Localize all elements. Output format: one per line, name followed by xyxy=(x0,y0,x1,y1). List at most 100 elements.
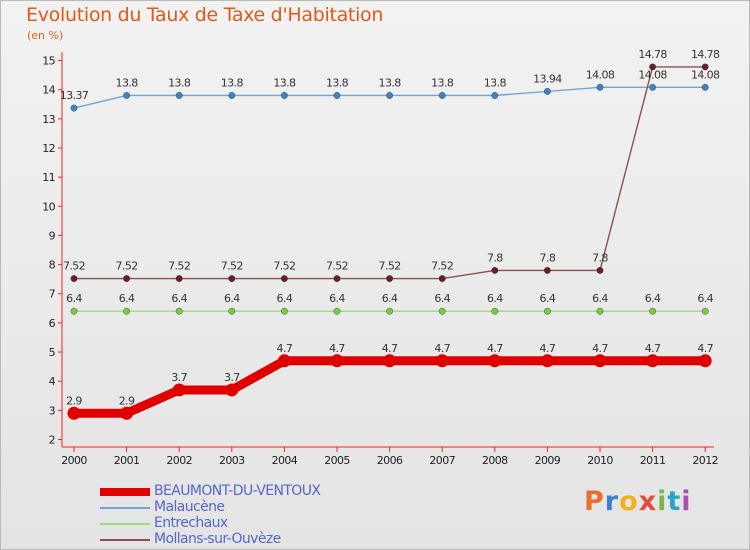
data-point xyxy=(280,92,288,99)
x-tick-label: 2007 xyxy=(429,454,455,467)
data-label: 6.4 xyxy=(697,292,713,305)
data-point xyxy=(123,307,131,315)
data-point xyxy=(596,83,604,91)
y-tick-label: 12 xyxy=(42,142,55,155)
y-tick-label: 2 xyxy=(49,434,55,447)
data-point xyxy=(540,354,554,368)
data-label: 14.08 xyxy=(586,68,615,81)
legend-label: Entrechaux xyxy=(154,515,228,531)
y-tick-label: 10 xyxy=(42,200,55,213)
data-point xyxy=(386,92,393,99)
data-point xyxy=(698,354,712,368)
data-label: 6.4 xyxy=(540,292,556,305)
data-label: 7.52 xyxy=(116,260,138,273)
legend-item: BEAUMONT-DU-VENTOUX xyxy=(100,483,420,500)
data-label: 6.4 xyxy=(224,292,240,305)
y-tick-label: 8 xyxy=(49,259,56,272)
data-label: 3.7 xyxy=(224,371,240,384)
legend-item: Malaucène xyxy=(100,499,420,516)
data-point xyxy=(175,275,183,282)
legend-label: BEAUMONT-DU-VENTOUX xyxy=(154,483,321,499)
data-point xyxy=(596,307,604,315)
data-point xyxy=(70,104,78,112)
data-label: 7.8 xyxy=(540,251,556,264)
data-point xyxy=(386,307,393,315)
data-label: 4.7 xyxy=(697,342,713,355)
y-tick-label: 7 xyxy=(49,288,56,301)
y-tick-label: 6 xyxy=(49,317,56,330)
data-label: 7.52 xyxy=(168,260,190,273)
data-point xyxy=(701,307,709,315)
data-label: 6.4 xyxy=(329,292,345,305)
data-point xyxy=(435,354,449,368)
x-tick-label: 2003 xyxy=(219,454,245,467)
data-point xyxy=(649,83,656,91)
legend-swatch xyxy=(100,488,150,496)
x-tick-label: 2001 xyxy=(114,454,140,467)
y-tick-label: 9 xyxy=(49,229,56,242)
data-point xyxy=(544,307,551,315)
data-label: 13.8 xyxy=(431,76,454,89)
y-tick-label: 14 xyxy=(42,84,55,97)
data-label: 6.4 xyxy=(487,292,503,305)
y-tick-label: 5 xyxy=(49,346,56,359)
legend: BEAUMONT-DU-VENTOUX Malaucène Entrechaux Mo… xyxy=(100,483,420,548)
data-point xyxy=(544,88,551,95)
y-axis-unit-label: (en %) xyxy=(27,29,64,42)
data-label: 6.4 xyxy=(119,292,135,305)
data-label: 6.4 xyxy=(434,292,450,305)
data-label: 4.7 xyxy=(382,342,398,355)
proxiti-logo: Proxiti xyxy=(584,486,692,517)
data-label: 13.94 xyxy=(533,72,562,85)
series-line-0 xyxy=(69,356,710,418)
data-point xyxy=(123,275,131,282)
data-point xyxy=(383,354,397,368)
data-point xyxy=(228,307,236,315)
x-tick-label: 2005 xyxy=(324,454,350,467)
legend-swatch xyxy=(100,523,150,525)
x-tick-label: 2010 xyxy=(587,454,613,467)
data-point xyxy=(544,267,551,274)
y-tick-label: 11 xyxy=(42,171,55,184)
data-label: 13.8 xyxy=(221,76,244,89)
x-tick-label: 2012 xyxy=(692,454,718,467)
data-point xyxy=(228,275,236,282)
y-tick-label: 15 xyxy=(42,55,55,68)
data-label: 13.37 xyxy=(60,89,89,102)
data-point xyxy=(438,275,446,282)
data-point xyxy=(277,354,291,368)
data-point xyxy=(488,354,502,368)
data-label: 14.78 xyxy=(691,48,720,61)
data-label: 7.52 xyxy=(326,260,348,273)
data-point xyxy=(593,354,607,368)
data-label: 2.9 xyxy=(119,394,135,407)
x-tick-label: 2009 xyxy=(535,454,561,467)
x-tick-label: 2011 xyxy=(640,454,666,467)
data-point xyxy=(386,275,393,282)
data-point xyxy=(649,63,656,71)
data-label: 6.4 xyxy=(277,292,293,305)
legend-swatch xyxy=(100,507,150,509)
data-label: 3.7 xyxy=(171,371,187,384)
data-point xyxy=(70,307,78,315)
data-label: 13.8 xyxy=(379,76,402,89)
data-point xyxy=(330,354,344,368)
data-label: 7.52 xyxy=(273,260,295,273)
data-label: 13.8 xyxy=(168,76,191,89)
x-tick-label: 2006 xyxy=(377,454,403,467)
data-point xyxy=(701,83,709,91)
x-tick-label: 2000 xyxy=(61,454,87,467)
data-point xyxy=(438,307,446,315)
data-point xyxy=(491,267,499,274)
data-point xyxy=(491,307,499,315)
data-point xyxy=(280,275,288,282)
data-label: 7.52 xyxy=(221,260,243,273)
legend-label: Malaucène xyxy=(154,499,225,515)
data-label: 6.4 xyxy=(66,292,82,305)
x-tick-label: 2008 xyxy=(482,454,508,467)
y-tick-label: 3 xyxy=(49,404,56,417)
data-point xyxy=(175,92,183,99)
data-label: 6.4 xyxy=(171,292,187,305)
data-label: 2.9 xyxy=(66,394,82,407)
data-label: 7.8 xyxy=(592,251,608,264)
